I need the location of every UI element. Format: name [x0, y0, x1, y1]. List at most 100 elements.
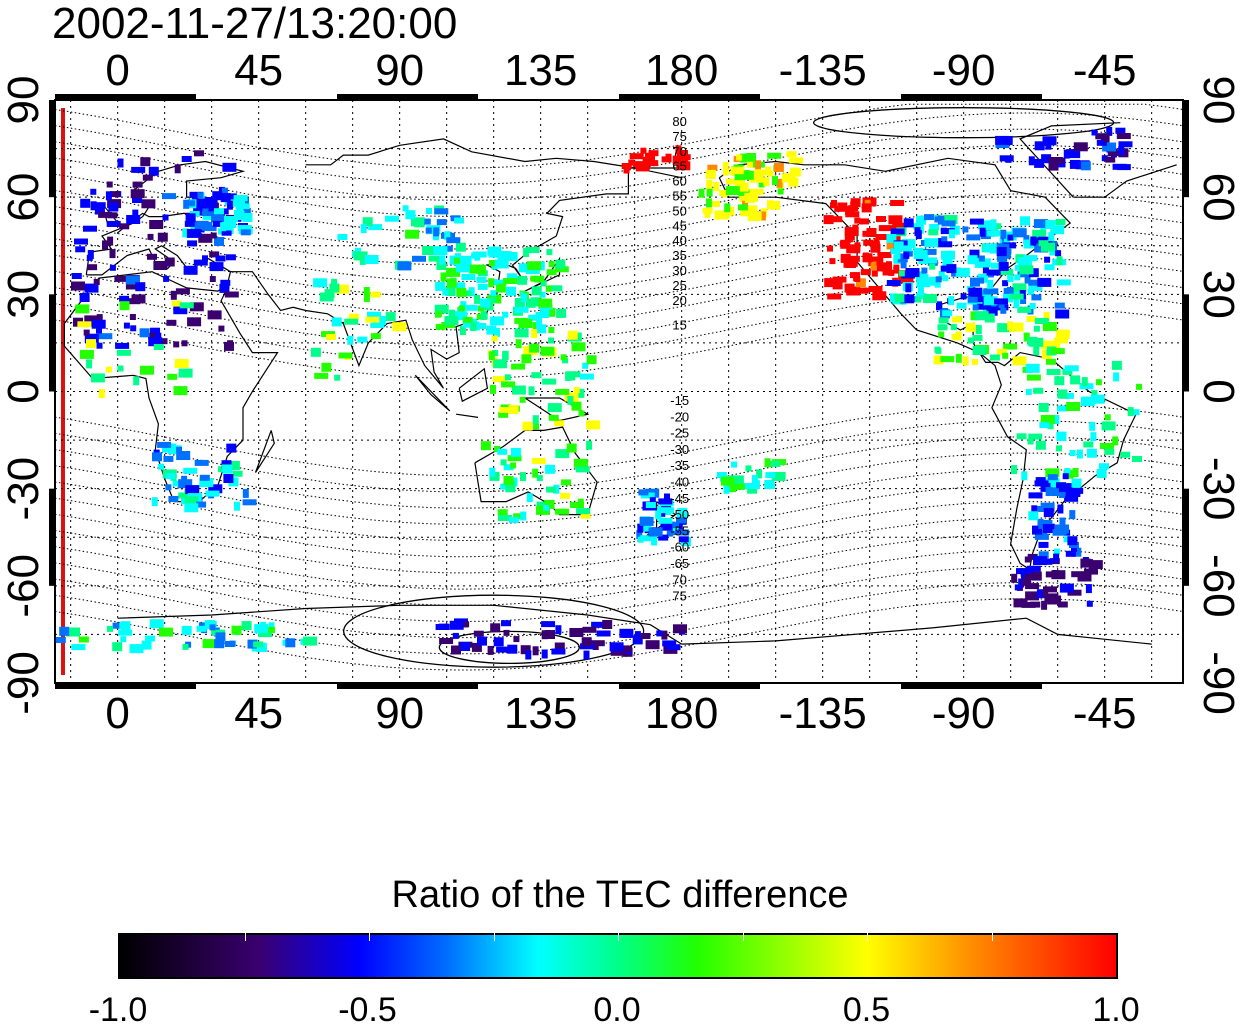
- tec-patch: [184, 503, 199, 513]
- tec-patch: [676, 517, 686, 524]
- tec-patch: [1021, 601, 1036, 608]
- tec-patch: [183, 265, 198, 275]
- tec-patch: [531, 329, 538, 338]
- tec-patch: [1044, 264, 1055, 271]
- tec-patch: [956, 302, 967, 309]
- tec-patch: [640, 492, 655, 499]
- tec-patch: [1048, 157, 1063, 163]
- tec-patch: [59, 626, 70, 636]
- tec-patch: [337, 234, 348, 240]
- tec-patch: [946, 264, 957, 274]
- tec-patch: [174, 164, 181, 174]
- tec-patch: [770, 460, 781, 467]
- tec-patch: [1054, 337, 1068, 344]
- tec-patch: [214, 208, 224, 215]
- tec-patch: [170, 290, 177, 300]
- tec-patch: [871, 270, 878, 277]
- tec-patch: [119, 223, 130, 230]
- contour-label: -40: [670, 475, 689, 490]
- tec-patch: [1136, 383, 1142, 390]
- tec-patch: [474, 294, 481, 304]
- colorbar-tick: [369, 933, 370, 941]
- tec-patch: [181, 498, 187, 505]
- tec-patch: [535, 312, 550, 318]
- tec-patch: [660, 507, 675, 514]
- tec-patch: [496, 279, 507, 286]
- tec-patch: [1045, 468, 1060, 478]
- tec-patch: [662, 640, 677, 647]
- tec-patch: [1003, 233, 1010, 243]
- tec-patch: [90, 373, 105, 383]
- tec-patch: [1048, 487, 1062, 496]
- tec-patch: [222, 162, 237, 172]
- tec-patch: [845, 206, 856, 215]
- tec-patch: [666, 530, 673, 537]
- tec-patch: [1037, 529, 1048, 539]
- tec-patch: [1081, 377, 1088, 387]
- tec-patch: [540, 346, 555, 356]
- tec-patch: [196, 501, 207, 508]
- tec-patch: [941, 220, 956, 227]
- bottom-border-bar: [619, 683, 760, 689]
- tec-patch: [1059, 492, 1065, 498]
- tec-patch: [147, 253, 157, 260]
- tec-patch: [1079, 383, 1094, 390]
- tec-patch: [520, 645, 531, 655]
- contour-label: 55: [672, 189, 686, 204]
- tec-patch: [538, 261, 545, 271]
- tec-patch: [1084, 568, 1098, 575]
- tec-patch: [433, 227, 440, 237]
- tec-patch: [1007, 273, 1014, 279]
- tec-patch: [573, 458, 588, 468]
- tec-patch: [258, 631, 273, 638]
- tec-patch: [360, 224, 367, 234]
- tec-patch: [446, 267, 461, 277]
- tec-patch: [224, 291, 239, 298]
- tec-patch: [1066, 149, 1081, 159]
- tec-patch: [886, 280, 901, 286]
- tec-patch: [873, 238, 880, 248]
- tec-patch: [1103, 133, 1110, 143]
- tec-patch: [1055, 219, 1066, 225]
- tec-patch: [494, 446, 501, 452]
- tec-patch: [397, 261, 412, 271]
- tec-patch: [636, 530, 643, 540]
- tec-patch: [226, 200, 233, 210]
- tec-patch: [676, 154, 691, 161]
- tec-patch: [228, 477, 239, 487]
- tec-patch: [990, 219, 997, 229]
- tec-patch: [511, 385, 526, 395]
- tec-patch: [507, 273, 517, 283]
- tec-patch: [983, 296, 998, 306]
- tec-patch: [222, 464, 233, 474]
- tec-patch: [890, 248, 901, 255]
- tec-patch: [1106, 126, 1113, 136]
- tec-patch: [1065, 550, 1076, 557]
- tec-patch: [1091, 129, 1098, 136]
- contour-label: 15: [672, 318, 686, 333]
- tec-patch: [78, 636, 89, 643]
- tec-patch: [1048, 161, 1059, 171]
- tec-patch: [145, 635, 155, 642]
- left-lat-label: 30: [0, 270, 48, 319]
- tec-patch: [913, 247, 924, 254]
- colorbar-label: -0.5: [338, 991, 397, 1029]
- tec-patch: [256, 643, 267, 652]
- tec-patch: [504, 374, 511, 381]
- tec-patch: [994, 298, 1008, 305]
- tec-patch: [172, 480, 183, 487]
- contour-label: 75: [672, 129, 686, 144]
- tec-patch: [489, 467, 496, 477]
- tec-patch: [935, 347, 942, 354]
- tec-patch: [892, 222, 907, 232]
- tec-patch: [1003, 343, 1018, 350]
- tec-patch: [977, 303, 992, 310]
- tec-patch: [926, 239, 937, 246]
- tec-patch: [148, 337, 163, 347]
- tec-patch: [434, 208, 449, 215]
- tec-patch: [1047, 420, 1054, 430]
- tec-patch: [120, 621, 131, 631]
- tec-patch: [914, 227, 921, 237]
- tec-patch: [532, 468, 539, 478]
- tec-patch: [772, 176, 778, 186]
